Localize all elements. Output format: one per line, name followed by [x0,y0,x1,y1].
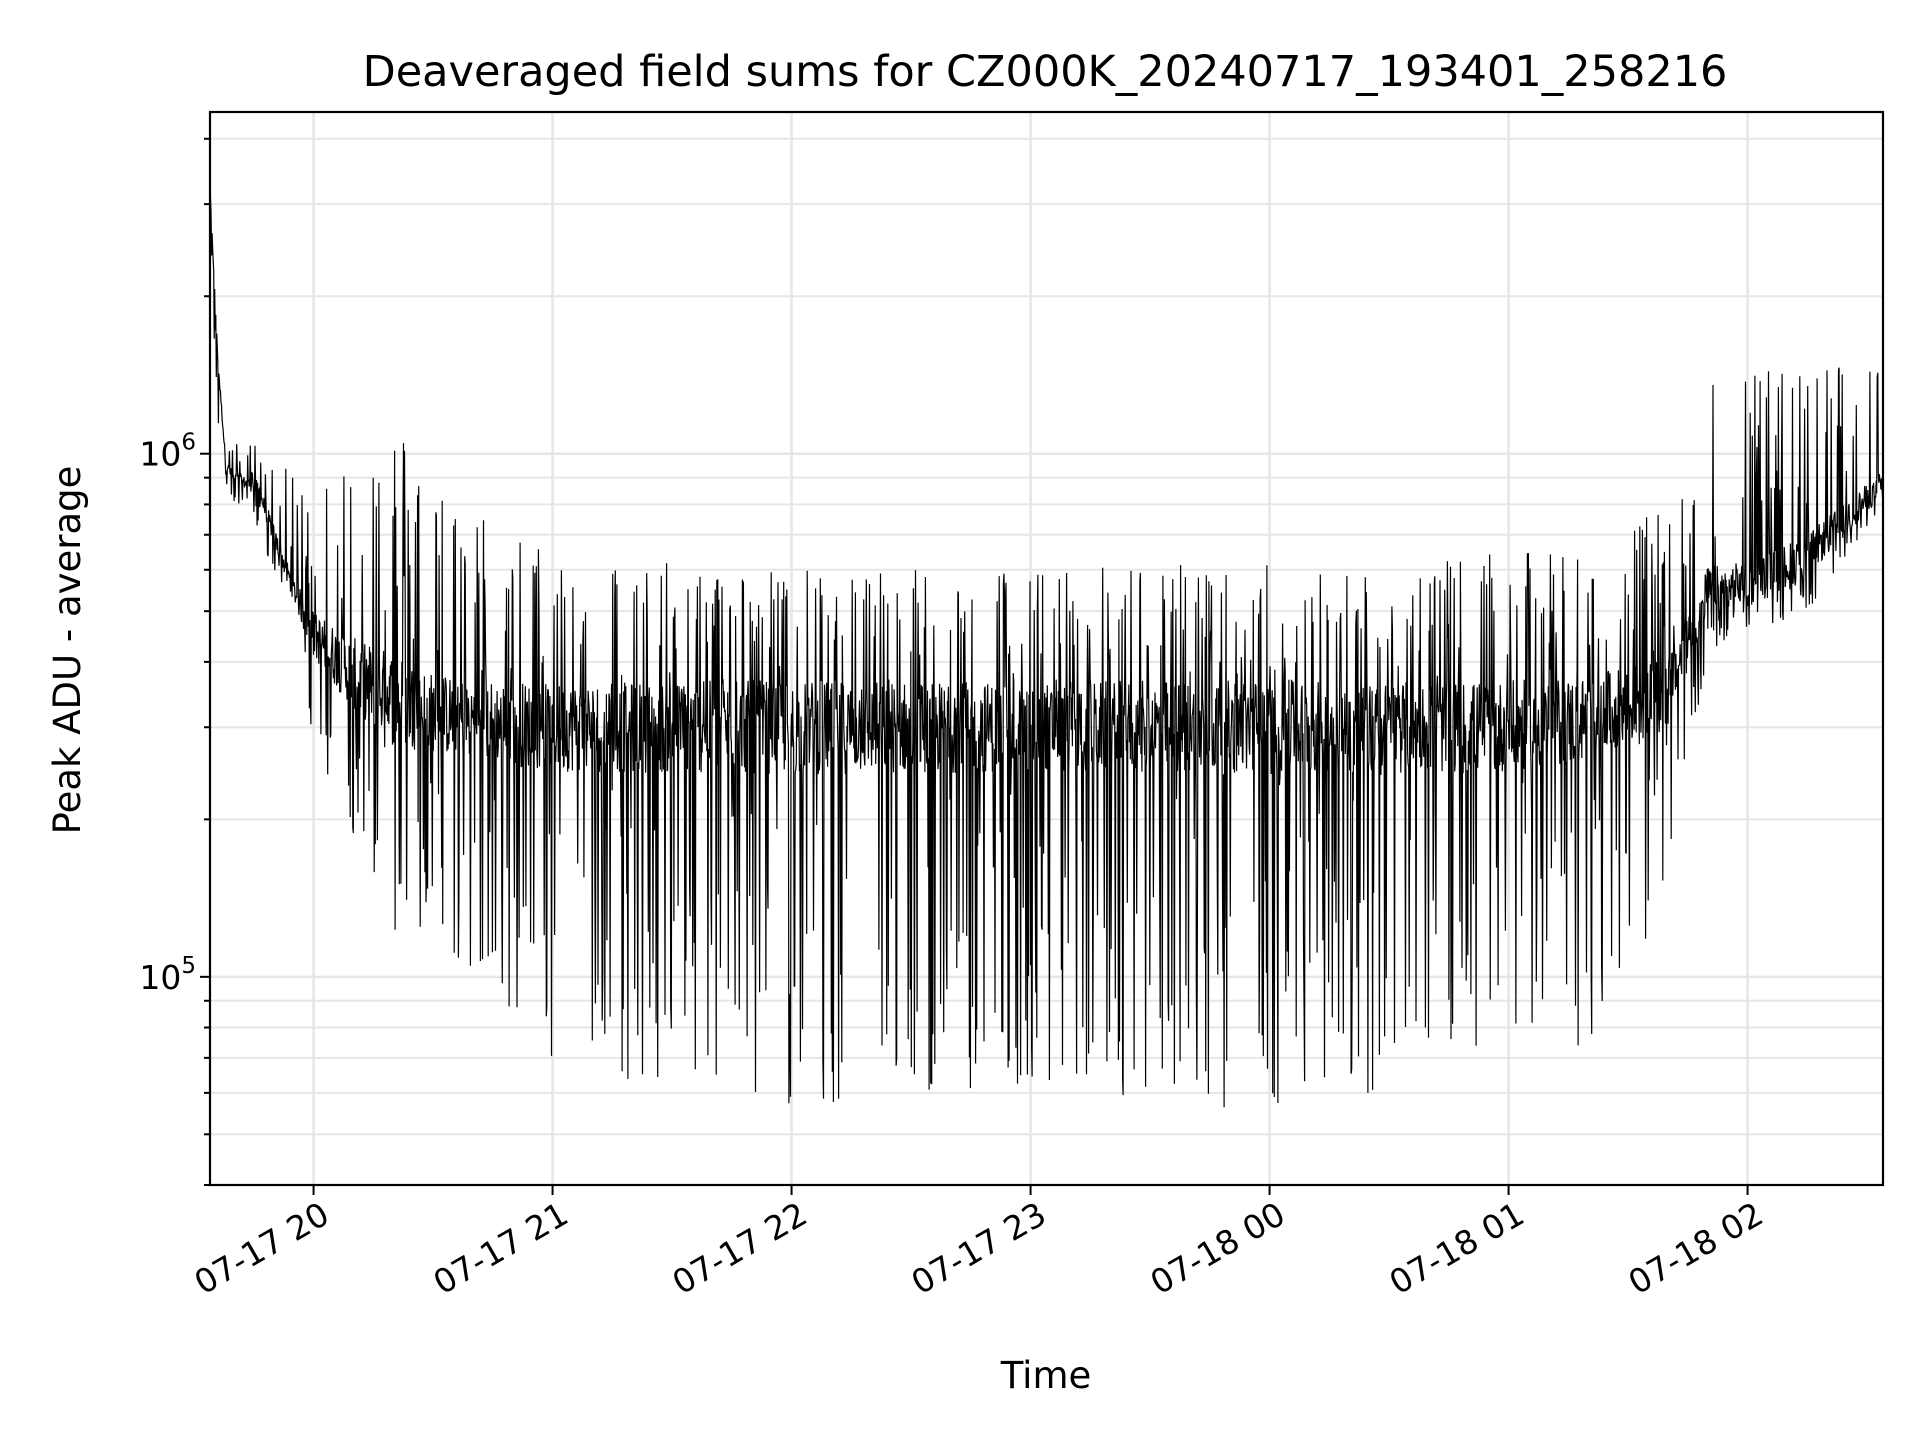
x-tick-label: 07-18 01 [1383,1194,1531,1302]
x-tick-label: 07-17 23 [905,1194,1053,1302]
x-tick-label: 07-17 20 [188,1194,336,1302]
series-line [209,190,1884,1108]
y-axis-label: Peak ADU - average [46,466,89,835]
x-tick-label: 07-18 00 [1144,1194,1292,1302]
y-tick-label: 106 [139,430,196,474]
x-axis-label: Time [1000,1354,1092,1397]
x-tick-label: 07-18 02 [1622,1194,1770,1302]
chart-title: Deaveraged field sums for CZ000K_2024071… [363,47,1728,97]
x-tick-label: 07-17 21 [427,1194,575,1302]
grid-lines [210,112,1883,1186]
y-tick-label: 105 [139,953,196,997]
x-tick-label: 07-17 22 [666,1194,814,1302]
plot-frame [208,110,1885,1187]
